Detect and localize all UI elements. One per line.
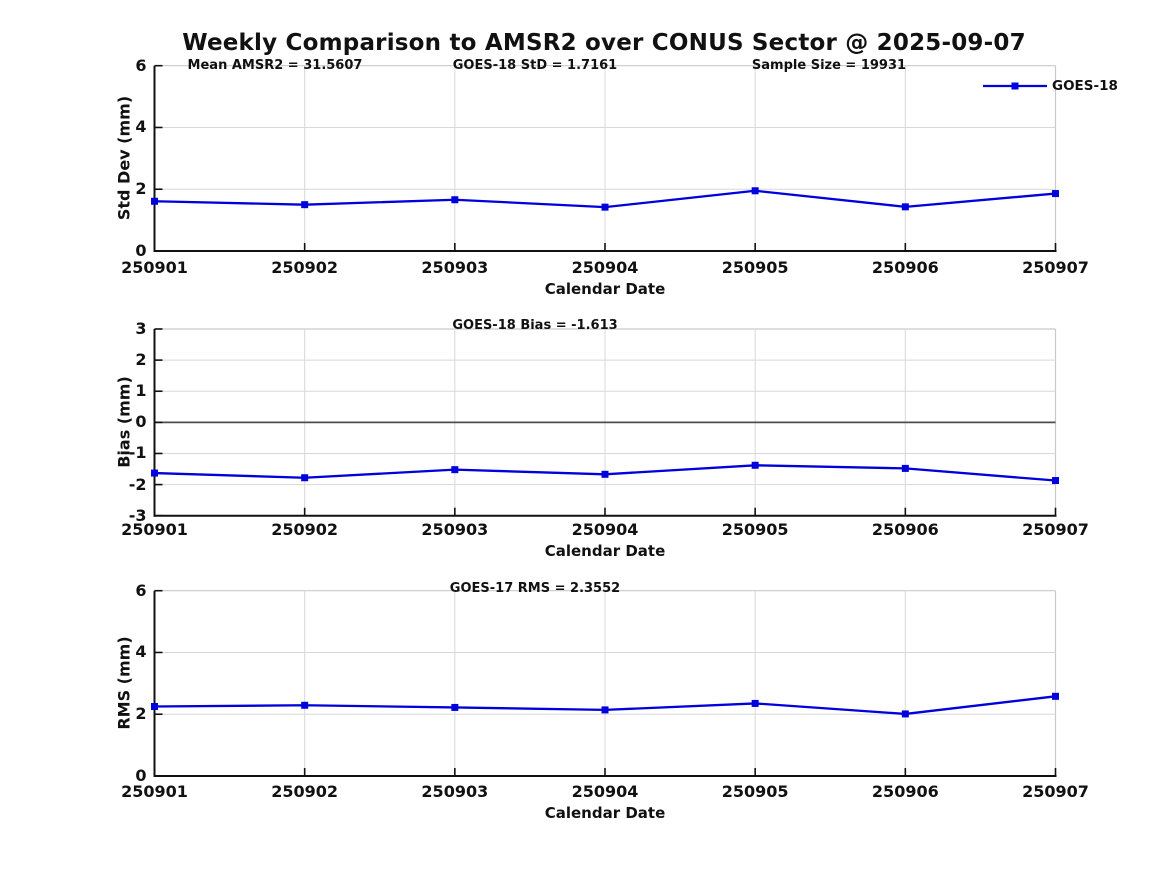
bias-data-marker [901, 464, 909, 472]
bias-y-tick-label: 2 [135, 350, 147, 370]
bias-y-tick-label: 3 [135, 319, 147, 338]
stddev-y-tick-label: 4 [135, 117, 147, 137]
goes17-rms-annotation: GOES-17 RMS = 2.3552 [449, 581, 621, 596]
rms-y-tick-label: 4 [135, 642, 147, 662]
rms-y-tick-label: 6 [135, 580, 147, 600]
stddev-y-tick-label: 0 [135, 241, 147, 260]
rms-x-tick-label: 250902 [271, 782, 339, 801]
bias-x-tick-label: 250905 [721, 520, 789, 539]
rms-data-marker [451, 703, 459, 711]
bias-y-tick-label: -3 [128, 505, 147, 525]
rms-y-tick-label: 2 [135, 704, 147, 724]
bias-data-marker [301, 474, 309, 482]
rms-data-marker [601, 706, 609, 714]
rms-x-tick-label: 250907 [1022, 782, 1089, 801]
chart-title: Weekly Comparison to AMSR2 over CONUS Se… [182, 30, 1026, 56]
rms-data-marker [901, 710, 909, 718]
stddev-data-marker [601, 203, 609, 211]
stddev-y-axis-label: Std Dev (mm) [114, 95, 134, 221]
bias-data-marker [151, 469, 158, 477]
rms-x-tick-label: 250905 [721, 782, 789, 801]
bias-x-tick-label: 250907 [1022, 520, 1089, 539]
rms-x-tick-label: 250903 [421, 782, 489, 801]
stddev-x-tick-label: 250906 [871, 258, 939, 277]
stddev-data-marker [301, 201, 309, 209]
rms-x-tick-label: 250906 [871, 782, 939, 801]
bias-data-marker [601, 470, 609, 478]
rms-data-marker [301, 701, 309, 709]
stddev-x-tick-label: 250904 [571, 258, 639, 277]
rms-x-axis-label: Calendar Date [544, 804, 666, 822]
bias-x-tick-label: 250901 [121, 520, 188, 539]
bias-y-tick-label: 1 [135, 381, 147, 401]
bias-x-tick-label: 250904 [571, 520, 639, 539]
stddev-data-marker [451, 196, 459, 204]
rms-data-marker [1052, 692, 1059, 700]
stddev-data-marker [751, 187, 759, 195]
bias-x-tick-label: 250903 [421, 520, 489, 539]
stddev-x-tick-label: 250905 [721, 258, 789, 277]
stddev-data-marker [151, 197, 158, 205]
bias-data-marker [751, 461, 759, 469]
bias-data-marker [451, 466, 459, 474]
bias-data-marker [1052, 477, 1059, 485]
bias-x-axis-label: Calendar Date [544, 542, 666, 560]
rms-x-tick-label: 250901 [121, 782, 188, 801]
stddev-x-tick-label: 250901 [121, 258, 188, 277]
sample-size-annotation: Sample Size = 19931 [751, 58, 907, 73]
rms-x-tick-label: 250904 [571, 782, 639, 801]
bias-x-tick-label: 250906 [871, 520, 939, 539]
bias-y-tick-label: -1 [128, 443, 147, 463]
stddev-x-tick-label: 250902 [271, 258, 339, 277]
goes18-std-annotation: GOES-18 StD = 1.7161 [452, 58, 618, 73]
goes18-bias-annotation: GOES-18 Bias = -1.613 [452, 318, 618, 333]
legend-marker-sample [1011, 82, 1019, 90]
rms-y-tick-label: 0 [135, 766, 147, 785]
bias-y-tick-label: -2 [128, 474, 147, 494]
legend-goes18-label: GOES-18 [1052, 78, 1118, 94]
rms-data-marker [751, 699, 759, 707]
stddev-x-tick-label: 250907 [1022, 258, 1089, 277]
stddev-y-tick-label: 2 [135, 179, 147, 199]
stddev-data-marker [901, 203, 909, 211]
stddev-x-axis-label: Calendar Date [544, 280, 666, 298]
bias-x-tick-label: 250902 [271, 520, 339, 539]
stddev-x-tick-label: 250903 [421, 258, 489, 277]
stddev-y-tick-label: 6 [135, 55, 147, 75]
rms-data-marker [151, 703, 158, 711]
stddev-data-marker [1052, 190, 1059, 198]
mean-amsr2-annotation: Mean AMSR2 = 31.5607 [187, 58, 363, 73]
bias-y-tick-label: 0 [135, 412, 147, 432]
